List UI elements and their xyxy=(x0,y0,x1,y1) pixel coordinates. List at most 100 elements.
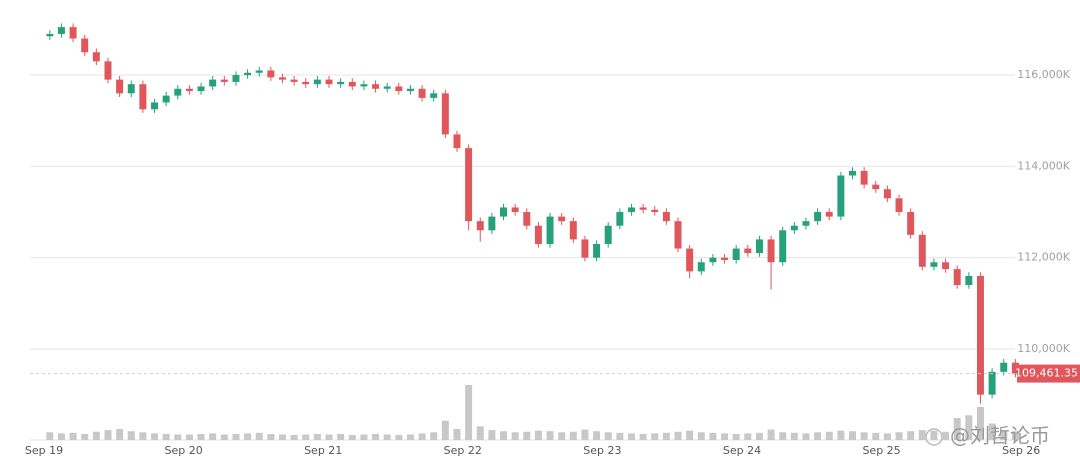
volume-bar xyxy=(976,407,984,440)
volume-bar xyxy=(430,432,438,440)
candle-body xyxy=(558,216,566,222)
candle-body xyxy=(988,371,996,395)
volume-bar xyxy=(883,433,891,440)
volume-bar xyxy=(360,434,368,440)
volume-bar xyxy=(162,433,170,440)
candle-body xyxy=(430,93,438,98)
volume-bar xyxy=(895,432,903,440)
volume-bar xyxy=(802,433,810,440)
volume-bar xyxy=(825,431,833,440)
volume-bar xyxy=(255,432,263,440)
volume-bar xyxy=(185,434,193,440)
volume-bar xyxy=(709,432,717,440)
candle-body xyxy=(476,221,484,231)
candle-body xyxy=(523,212,531,226)
candle-body xyxy=(546,216,554,244)
volume-bar xyxy=(918,430,926,440)
volume-bar xyxy=(616,432,624,440)
x-tick-label: Sep 25 xyxy=(862,444,900,457)
candle-body xyxy=(849,170,856,176)
candle-body xyxy=(511,207,519,213)
volume-bar xyxy=(151,433,159,440)
volume-bar xyxy=(465,385,473,440)
volume-bar xyxy=(965,415,973,440)
candle-body xyxy=(581,239,589,258)
volume-bar xyxy=(534,430,542,440)
volume-bar xyxy=(313,433,321,440)
volume-bar xyxy=(197,433,205,440)
candle-body xyxy=(465,148,473,222)
candle-body xyxy=(500,207,507,217)
candle-body xyxy=(255,70,263,73)
volume-bar xyxy=(593,431,601,440)
candle-body xyxy=(860,170,868,185)
volume-bar xyxy=(418,433,426,440)
candle-body xyxy=(302,81,310,85)
volume-bar xyxy=(755,432,763,440)
volume-bar xyxy=(732,433,740,440)
volume-bar xyxy=(569,431,577,440)
volume-bar xyxy=(244,433,252,440)
volume-bar xyxy=(767,429,775,440)
candle-body xyxy=(767,239,775,263)
volume-bar xyxy=(837,430,845,440)
candle-body xyxy=(627,207,635,213)
candle-body xyxy=(406,88,414,92)
y-tick-label: 114,000K xyxy=(1017,159,1070,172)
candle-body xyxy=(313,79,321,85)
volume-bar xyxy=(930,430,938,440)
volume-bar xyxy=(127,431,135,440)
volume-bar xyxy=(988,423,996,440)
volume-bar xyxy=(651,433,659,440)
x-tick-label: Sep 23 xyxy=(583,444,621,457)
volume-bar xyxy=(372,433,380,440)
volume-bar xyxy=(639,433,647,440)
candle-body xyxy=(593,243,601,258)
candle-body xyxy=(360,84,368,87)
volume-bar xyxy=(476,426,484,440)
candle-body xyxy=(488,216,496,231)
volume-bar xyxy=(383,434,391,440)
volume-bar xyxy=(116,429,124,440)
volume-bar xyxy=(139,432,147,440)
volume-bar xyxy=(81,433,89,440)
volume-bar xyxy=(721,433,729,440)
candle-body xyxy=(1011,362,1019,374)
volume-bar xyxy=(395,435,403,440)
candle-body xyxy=(395,86,403,92)
candle-body xyxy=(674,221,682,249)
volume-bar xyxy=(267,433,275,440)
candle-body xyxy=(197,86,205,92)
volume-bar xyxy=(697,432,705,440)
candle-body xyxy=(337,81,345,85)
volume-bar xyxy=(104,430,112,440)
volume-bar xyxy=(686,430,694,440)
watermark: @刘哲论币 xyxy=(950,424,1050,448)
volume-bar xyxy=(232,433,240,440)
volume-bar xyxy=(92,431,100,440)
candle-body xyxy=(278,77,286,80)
candle-body xyxy=(151,102,159,110)
candle-body xyxy=(837,175,845,217)
candle-body xyxy=(779,230,787,263)
candle-body xyxy=(662,212,670,222)
volume-bar xyxy=(69,432,77,440)
candle-body xyxy=(290,79,298,82)
volume-bar xyxy=(872,432,880,440)
volume-bar xyxy=(523,431,531,440)
volume-bar xyxy=(406,434,414,440)
x-tick-label: Sep 21 xyxy=(304,444,342,457)
volume-bar xyxy=(558,432,566,440)
volume-bar xyxy=(500,431,507,440)
candle-body xyxy=(116,79,124,94)
candle-body xyxy=(825,212,833,217)
volume-bar xyxy=(953,418,961,440)
candle-body xyxy=(534,225,542,244)
candle-body xyxy=(92,52,100,62)
candle-body xyxy=(814,212,822,222)
last-price-label: 109,461.35 xyxy=(1015,367,1078,380)
candle-body xyxy=(174,88,182,96)
last-price-box xyxy=(1017,364,1080,383)
candle-body xyxy=(604,225,612,244)
